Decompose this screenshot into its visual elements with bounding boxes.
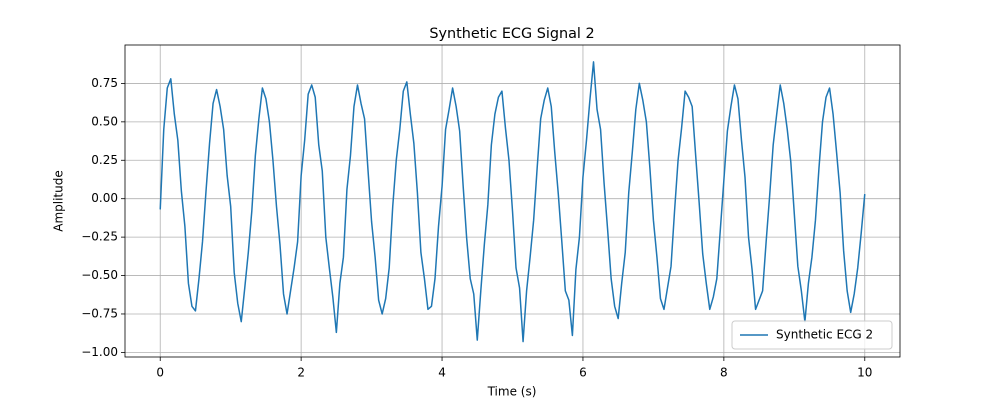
legend-label: Synthetic ECG 2 xyxy=(776,328,873,342)
y-tick-label: −0.25 xyxy=(81,230,118,244)
y-tick-label: 0.50 xyxy=(91,114,118,128)
y-tick-label: −0.50 xyxy=(81,268,118,282)
plot-frame xyxy=(124,44,901,358)
x-tick-label: 2 xyxy=(297,366,305,380)
x-tick-label: 4 xyxy=(438,366,446,380)
y-tick-label: 0.75 xyxy=(91,76,118,90)
y-tick-label: −0.75 xyxy=(81,306,118,320)
legend-box xyxy=(731,320,893,350)
y-tick-label: 0.00 xyxy=(91,191,118,205)
x-tick-label: 8 xyxy=(720,366,728,380)
data-line xyxy=(159,61,866,343)
x-tick-label: 0 xyxy=(156,366,164,380)
x-axis-label: Time (s) xyxy=(487,385,537,399)
x-tick-label: 10 xyxy=(857,366,872,380)
y-axis-label: Amplitude xyxy=(52,170,66,232)
chart-title: Synthetic ECG Signal 2 xyxy=(429,26,594,42)
y-tick-label: 0.25 xyxy=(91,153,118,167)
y-tick-label: −1.00 xyxy=(81,345,118,359)
x-tick-label: 6 xyxy=(579,366,587,380)
legend: Synthetic ECG 2 xyxy=(731,320,893,350)
